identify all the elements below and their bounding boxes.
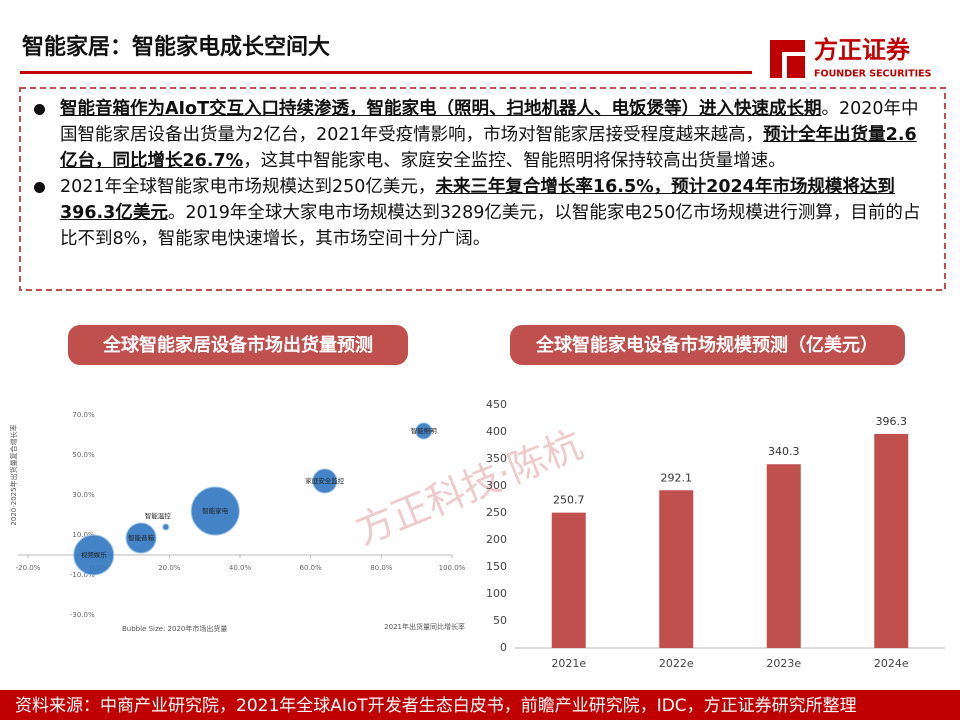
x-tick-label: 20.0% [158,564,181,572]
bullet: 智能音箱作为AIoT交互入口持续渗透，智能家电（照明、扫地机器人、电饭煲等）进入… [30,96,922,174]
bar [551,512,586,648]
bubble-label: 家庭安全监控 [305,476,345,485]
bubble [415,422,433,440]
x-tick-label: 2023e [766,657,801,670]
chart-title: 全球智能家居设备市场出货量预测 [102,334,373,356]
bullet-list: 智能音箱作为AIoT交互入口持续渗透，智能家电（照明、扫地机器人、电饭煲等）进入… [30,96,922,252]
y-tick-label: 100 [486,587,507,600]
x-tick-label: 60.0% [300,564,323,572]
x-tick-label: -20.0% [16,564,41,572]
title-rule [20,71,752,74]
bar [766,464,801,648]
y-tick-label: 150 [486,560,507,573]
source-note: 资料来源：中商产业研究院，2021年全球AIoT开发者生态白皮书，前瞻产业研究院… [15,696,857,716]
y-tick-label: 50 [493,614,507,627]
bar-value-label: 396.3 [876,415,908,428]
bubble [73,534,115,576]
bar-value-label: 292.1 [661,471,693,484]
bar [874,433,909,648]
y-axis-title: 2020-2025年出货量复合增长率 [9,424,18,525]
footer-bar [0,690,960,720]
chart-banner [68,325,408,365]
y-tick-label: 400 [486,425,507,438]
bubble [312,468,338,494]
bar [659,490,694,648]
x-tick-label: 2021e [551,657,586,670]
y-tick-label: 70.0% [72,411,95,419]
y-tick-label: 10.0% [72,531,95,539]
slide-title: 智能家居：智能家电成长空间大 [22,34,330,60]
size-note: Bubble Size: 2020年市场出货量 [122,624,227,633]
emphasis-text: 未来三年复合增长率16.5%，预计2024年市场规模将达到396.3亿美元 [60,177,895,223]
x-tick-label: 2024e [874,657,909,670]
bubble-label: 智能照明 [411,426,438,435]
body-text: 2021年全球智能家电市场规模达到250亿美元， [60,177,436,197]
y-tick-label: -30.0% [70,611,95,619]
body-text: 。2019年全球大家电市场规模达到3289亿美元，以智能家电250亿市场规模进行… [60,203,921,249]
y-tick-label: 300 [486,479,507,492]
y-tick-label: 50.0% [72,451,95,459]
y-tick-label: 350 [486,452,507,465]
y-tick-label: 0 [500,641,507,654]
logo-subtitle: FOUNDER SECURITIES [814,69,932,80]
bar-value-label: 250.7 [553,494,585,507]
bubble [162,523,170,531]
y-tick-label: -10.0% [70,571,95,579]
x-axis-title: 2021年出货量同比增长率 [384,622,465,631]
bubble-label: 视频娱乐 [81,550,108,559]
bubble-label: 智能家电 [202,506,229,515]
chart-banner [510,325,905,365]
bubble [190,486,240,536]
y-tick-label: 250 [486,506,507,519]
emphasis-text: 预计全年出货量2.6亿台，同比增长26.7% [60,125,917,171]
y-tick-label: 450 [486,398,507,411]
x-tick-label: 100.0% [439,564,466,572]
body-text: ，这其中智能家电、家庭安全监控、智能照明将保持较高出货量增速。 [243,151,786,171]
y-tick-label: 30.0% [72,491,95,499]
x-tick-label: 80.0% [370,564,393,572]
x-tick-label: 40.0% [229,564,252,572]
body-text: 。2020年中国智能家居设备出货量为2亿台，2021年受疫情影响，市场对智能家居… [60,99,919,145]
logo-icon [787,56,805,78]
bar-value-label: 340.3 [768,445,800,458]
bullet: 2021年全球智能家电市场规模达到250亿美元，未来三年复合增长率16.5%，预… [30,174,922,252]
logo-name: 方正证券 [814,36,911,64]
emphasis-text: 智能音箱作为AIoT交互入口持续渗透，智能家电（照明、扫地机器人、电饭煲等）进入… [60,99,822,119]
x-tick-label: 2022e [659,657,694,670]
text-box [19,87,946,291]
bubble [125,522,157,554]
logo-icon [770,40,805,78]
chart-title: 全球智能家电设备市场规模预测（亿美元） [535,334,878,356]
y-tick-label: 200 [486,533,507,546]
bubble-label: 智能音箱 [128,533,155,542]
bubble-label: 智能温控 [145,511,172,520]
